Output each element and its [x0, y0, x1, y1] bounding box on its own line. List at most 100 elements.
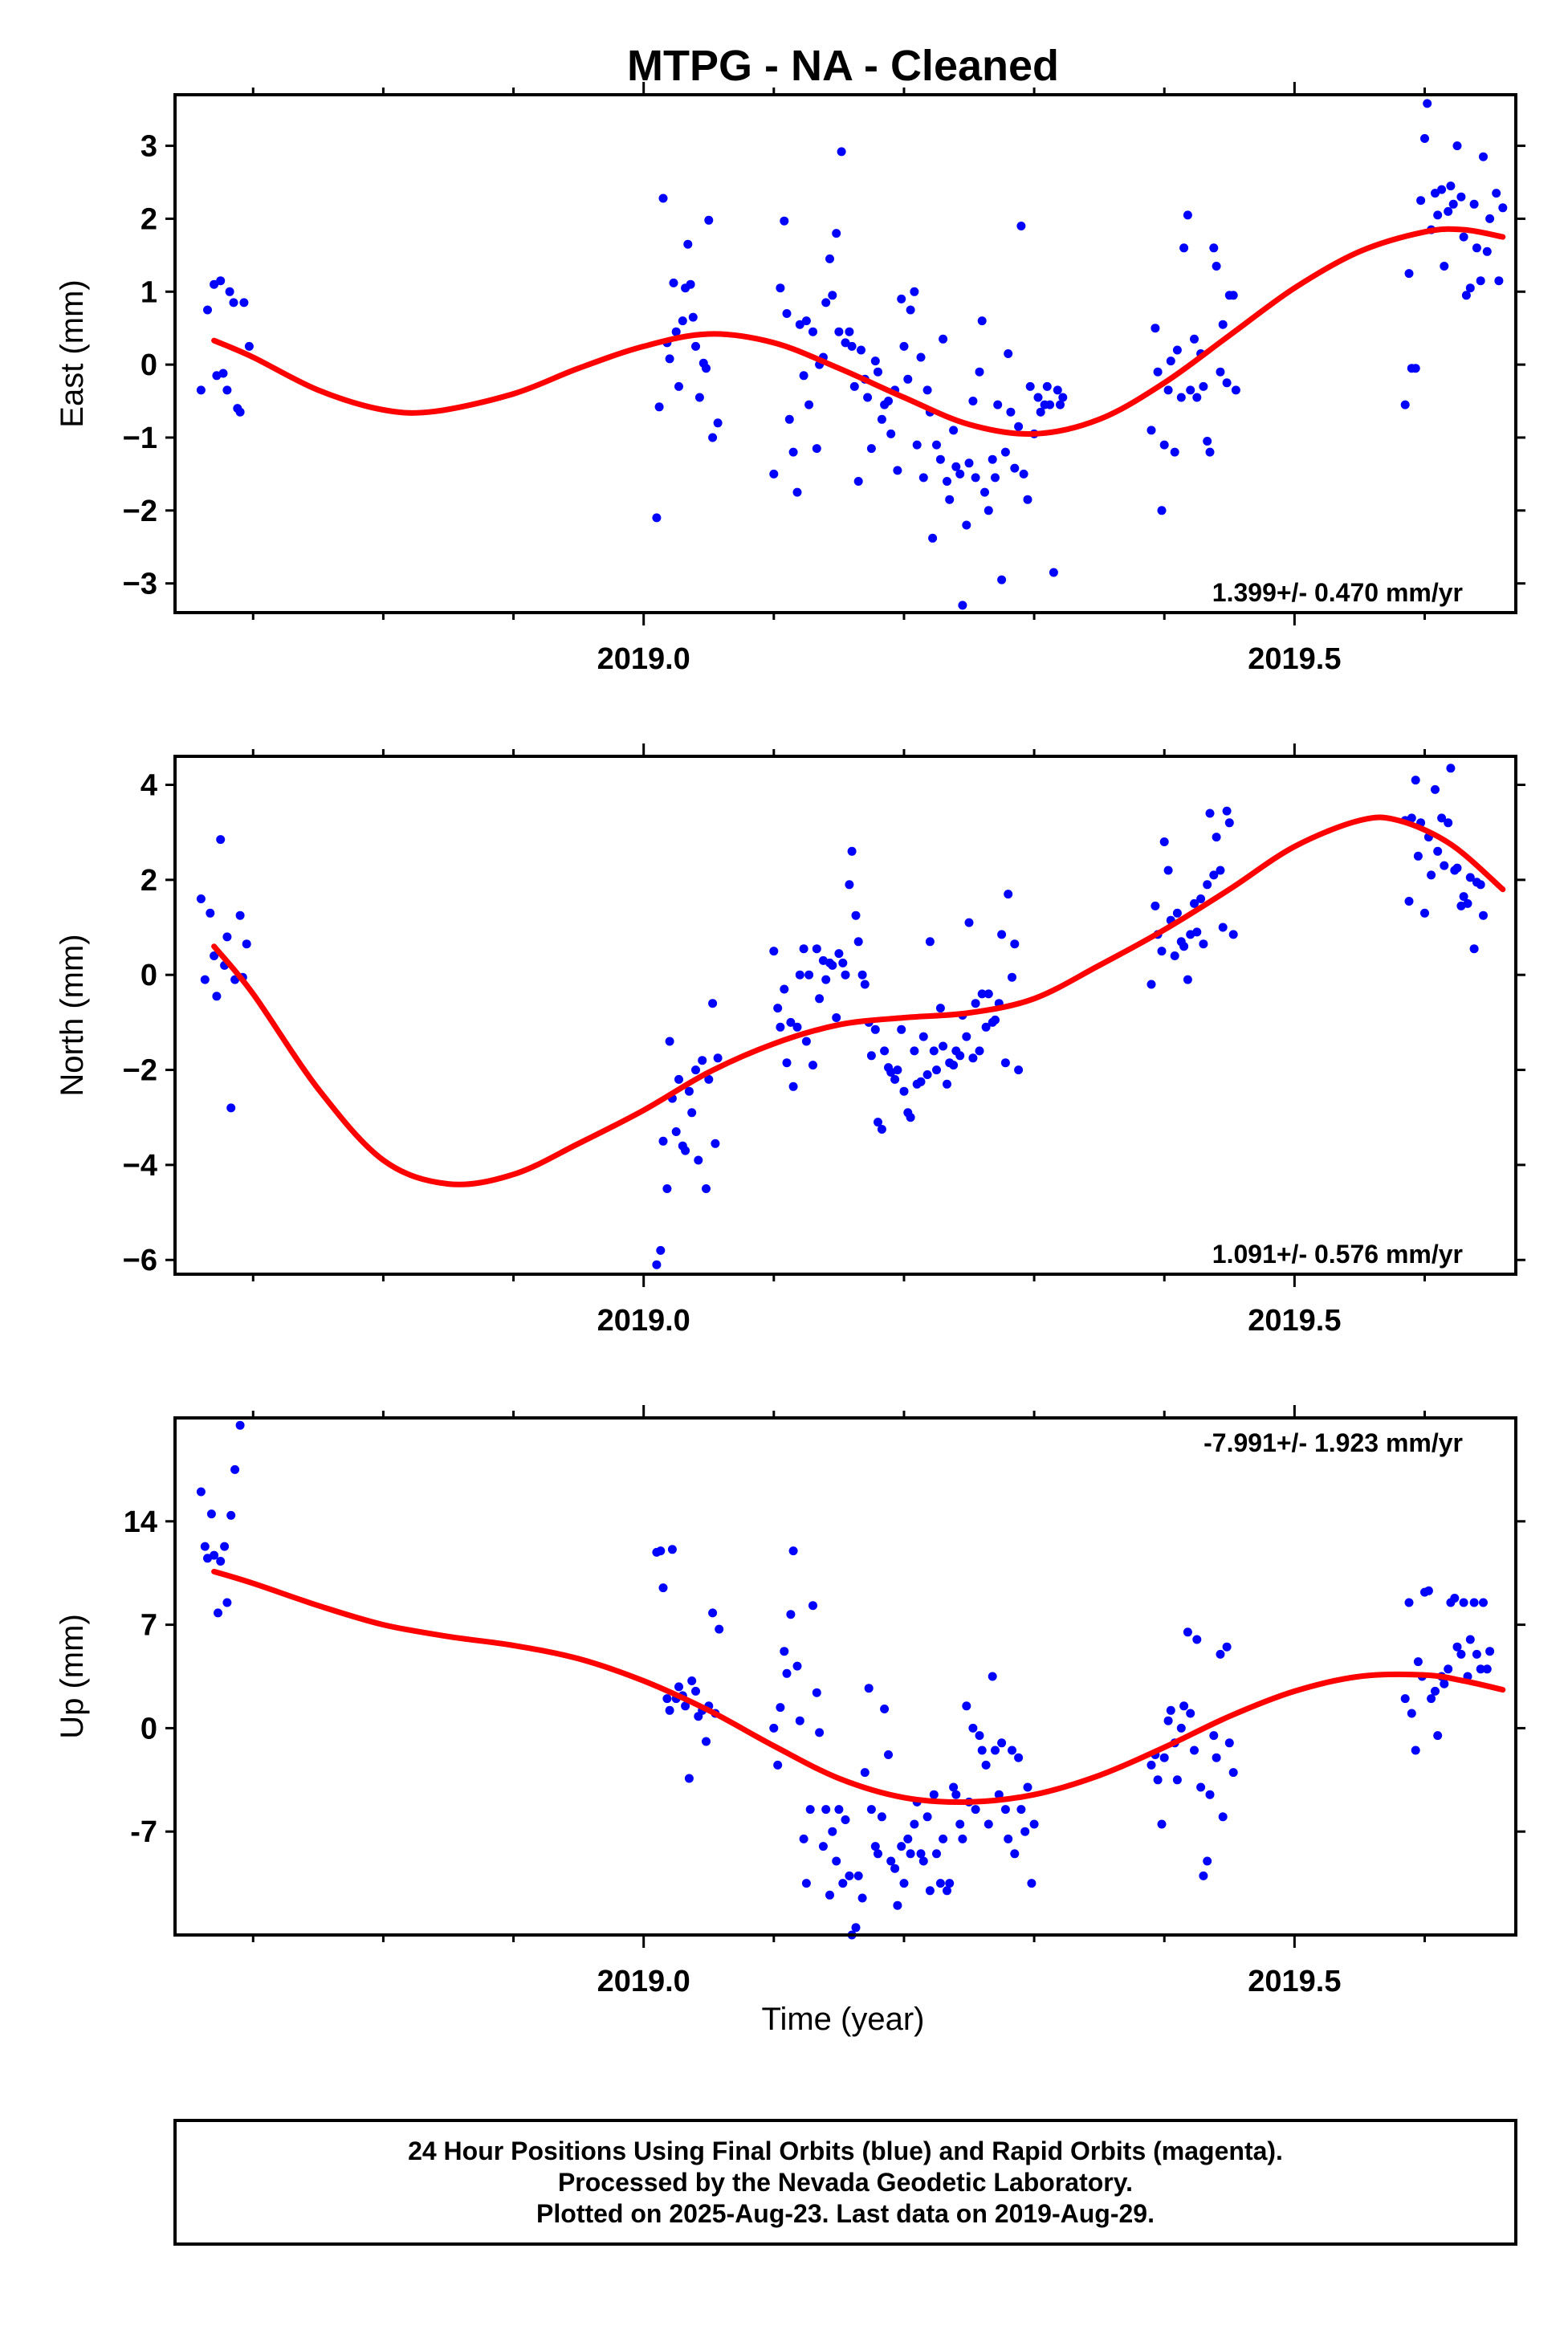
data-point [1456, 1649, 1466, 1659]
data-point [1190, 898, 1199, 908]
data-point [1420, 134, 1429, 143]
data-point [1411, 776, 1420, 785]
data-point [1433, 846, 1443, 856]
data-point [1440, 262, 1449, 271]
y-tick-label: 0 [141, 1712, 157, 1745]
data-point [1157, 506, 1167, 515]
data-point [1016, 222, 1026, 230]
footer-line-3: Plotted on 2025-Aug-23. Last data on 201… [536, 2199, 1155, 2228]
data-point [1465, 283, 1475, 293]
y-tick-label: −1 [123, 422, 157, 455]
data-point [1004, 349, 1013, 358]
data-point [1224, 818, 1234, 828]
data-point [893, 1065, 902, 1075]
data-point [838, 1879, 848, 1888]
points-east [196, 99, 1508, 610]
data-point [922, 1812, 932, 1822]
data-point [918, 473, 928, 483]
data-point [687, 1676, 697, 1685]
data-point [792, 1661, 802, 1671]
data-point [235, 910, 245, 920]
data-point [818, 1842, 828, 1851]
data-point [652, 513, 662, 523]
data-point [951, 462, 961, 471]
data-point [1209, 243, 1219, 253]
data-point [845, 1871, 854, 1880]
data-point [991, 473, 1000, 483]
data-point [1476, 1664, 1485, 1674]
y-tick-label: 14 [124, 1505, 157, 1539]
data-point [962, 1701, 971, 1711]
data-point [828, 1827, 837, 1836]
data-point [847, 341, 857, 351]
data-point [1036, 407, 1045, 417]
data-point [1212, 833, 1221, 842]
data-point [1056, 400, 1065, 409]
data-point [939, 1834, 948, 1843]
data-point [1413, 851, 1423, 861]
data-point [801, 1037, 811, 1046]
data-point [799, 944, 808, 954]
data-point [1159, 440, 1169, 450]
data-point [702, 1737, 711, 1746]
data-point [225, 287, 234, 296]
panel-east: 3 2 1 0 −1 −2 −3 2019.0 2019.5 East (mm) 1.399+/- … [55, 82, 1525, 676]
data-point [897, 1842, 906, 1851]
data-point [1222, 806, 1232, 816]
data-point [1482, 246, 1492, 256]
data-point [997, 930, 1007, 939]
data-point [795, 1716, 804, 1725]
data-point [780, 984, 789, 994]
data-point [1170, 951, 1179, 960]
data-point [665, 1705, 674, 1715]
figure-title: MTPG - NA - Cleaned [627, 42, 1059, 90]
data-point [1004, 890, 1013, 899]
data-point [975, 367, 984, 377]
y-axis-label-east: East (mm) [55, 279, 90, 427]
data-point [845, 327, 854, 336]
data-point [658, 1136, 668, 1146]
data-point [984, 1819, 993, 1829]
data-point [812, 1688, 821, 1697]
data-point [786, 1017, 796, 1027]
data-point [1203, 437, 1212, 446]
data-point [691, 1686, 700, 1696]
data-point [1176, 1723, 1186, 1733]
data-point [196, 894, 206, 903]
data-point [780, 1647, 789, 1656]
data-point [980, 487, 989, 497]
data-point [769, 469, 779, 479]
data-point [910, 1819, 919, 1829]
data-point [196, 385, 206, 395]
data-point [1459, 892, 1468, 902]
data-point [808, 1601, 817, 1611]
data-point [662, 1184, 672, 1193]
y-tick-label: 2 [141, 202, 157, 236]
data-point [1444, 1664, 1453, 1674]
data-point [792, 487, 802, 497]
data-point [1053, 385, 1062, 395]
data-point [1461, 291, 1471, 300]
data-point [1153, 367, 1163, 377]
data-point [1216, 866, 1225, 875]
data-point [1440, 861, 1449, 870]
data-point [971, 1805, 980, 1815]
data-point [884, 397, 893, 405]
data-point [857, 970, 867, 980]
frame-north [173, 755, 1517, 1276]
data-point [808, 327, 817, 336]
data-point [784, 414, 794, 424]
data-point [918, 1032, 928, 1041]
data-point [1452, 141, 1462, 151]
data-point [874, 1118, 882, 1127]
data-point [815, 1728, 825, 1737]
data-point [1420, 908, 1429, 918]
data-point [958, 601, 967, 610]
data-point [880, 1046, 890, 1056]
data-point [808, 1061, 817, 1070]
data-point [1205, 809, 1215, 818]
data-point [932, 1065, 941, 1075]
data-point [776, 1022, 785, 1032]
data-point [1033, 393, 1043, 402]
data-point [688, 312, 698, 322]
